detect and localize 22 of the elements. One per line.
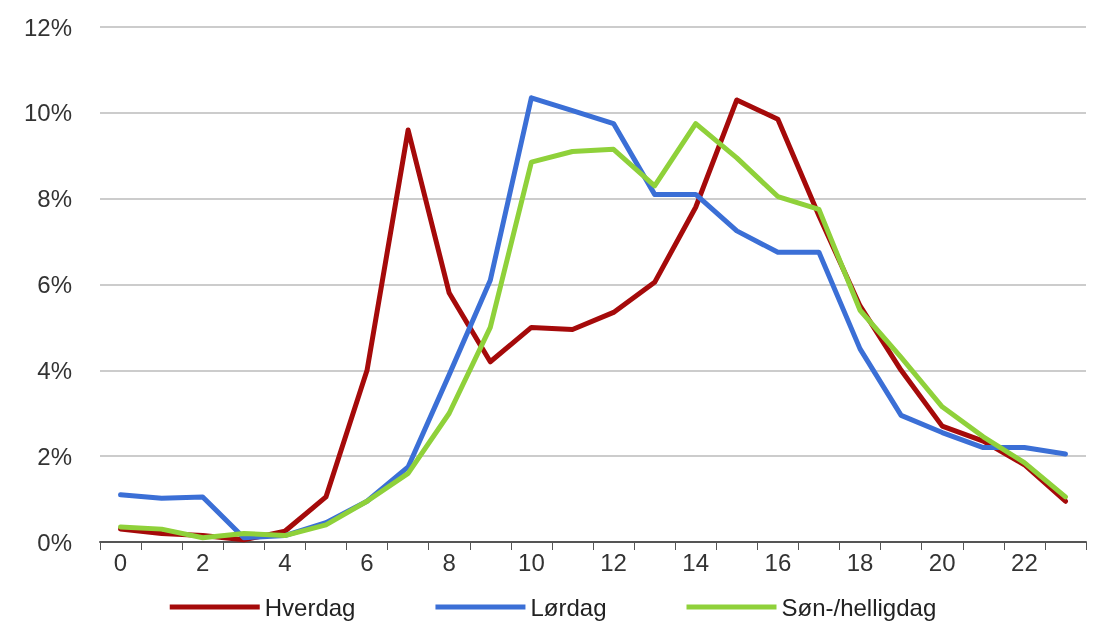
- x-tick-label: 22: [1011, 548, 1038, 576]
- x-tick-label: 2: [196, 548, 210, 576]
- y-tick-label: 10%: [23, 99, 72, 127]
- x-tick-label: 4: [278, 548, 292, 576]
- x-tick-label: 10: [518, 548, 545, 576]
- y-tick-label: 0%: [37, 528, 72, 556]
- x-tick-label: 16: [764, 548, 792, 576]
- x-tick-label: 8: [442, 548, 456, 576]
- x-tick-label: 0: [113, 548, 128, 576]
- legend-label: Lørdag: [530, 593, 607, 621]
- x-tick-label: 14: [682, 548, 710, 576]
- y-tick-label: 8%: [37, 185, 72, 213]
- y-tick-label: 2%: [37, 442, 72, 470]
- y-tick-label: 12%: [23, 13, 72, 41]
- y-tick-label: 6%: [37, 271, 72, 298]
- x-tick-label: 18: [846, 548, 874, 576]
- legend-label: Søn-/helligdag: [781, 593, 937, 621]
- x-tick-label: 20: [928, 548, 956, 576]
- y-tick-label: 4%: [37, 356, 72, 384]
- x-tick-label: 12: [600, 548, 627, 576]
- legend-label: Hverdag: [264, 593, 356, 621]
- x-tick-label: 6: [360, 548, 374, 576]
